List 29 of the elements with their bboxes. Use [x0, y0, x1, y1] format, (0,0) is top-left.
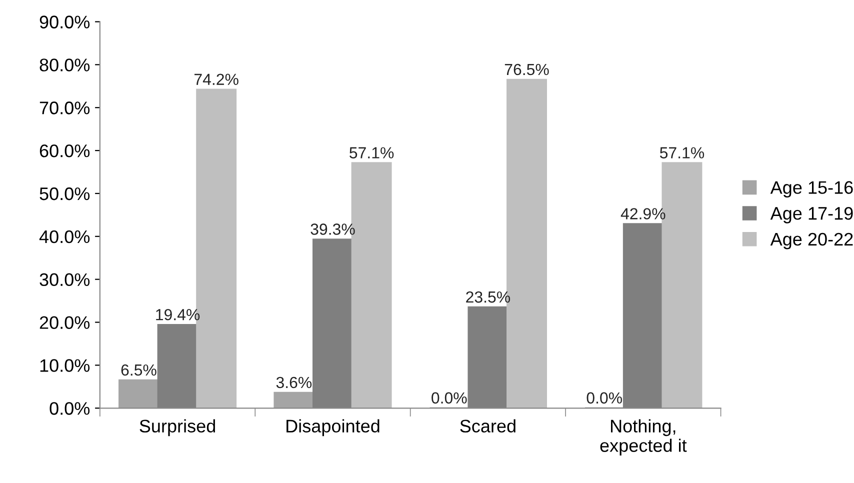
y-tick-label: 90.0%	[40, 16, 90, 28]
y-tick-label: 50.0%	[40, 187, 90, 200]
y-tick-label: 0.0%	[50, 402, 90, 415]
y-tick-label: 40.0%	[39, 230, 90, 244]
x-tick-label: Surprised	[140, 419, 215, 436]
data-label: 0.0%	[586, 392, 622, 404]
data-label: 3.6%	[276, 376, 312, 388]
data-label: 74.2%	[194, 74, 238, 85]
x-tick-label: Scared	[460, 419, 516, 433]
y-tick-label: 60.0%	[40, 144, 90, 158]
data-label: 6.5%	[121, 364, 156, 376]
data-label: 76.5%	[504, 64, 549, 76]
data-label: 19.4%	[156, 308, 200, 320]
y-tick-label: 30.0%	[40, 273, 90, 286]
y-tick-label: 70.0%	[40, 102, 90, 114]
data-label: 57.1%	[350, 147, 394, 158]
x-tick-label: Nothing, expected it	[600, 419, 687, 456]
legend-label: Age 20-22	[770, 232, 853, 250]
data-label: 42.9%	[620, 208, 666, 220]
legend-label: Age 15-16	[770, 181, 853, 198]
data-label: 39.3%	[310, 224, 355, 235]
y-tick-label: 10.0%	[40, 359, 90, 372]
data-label: 23.5%	[466, 291, 510, 303]
y-tick-label: 20.0%	[40, 316, 90, 329]
y-tick-label: 80.0%	[40, 58, 90, 72]
legend-label: Age 17-19	[770, 206, 853, 224]
data-label: 57.1%	[660, 147, 704, 158]
x-tick-label: Disapointed	[286, 419, 380, 436]
data-label: 0.0%	[432, 392, 467, 404]
